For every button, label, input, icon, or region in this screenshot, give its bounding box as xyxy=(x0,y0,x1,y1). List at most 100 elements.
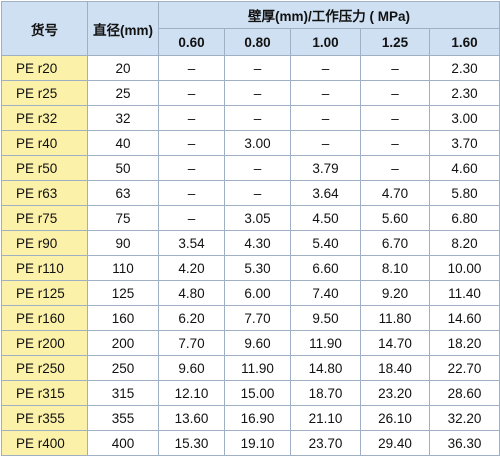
cell-wall-thickness: – xyxy=(360,130,430,156)
cell-wall-thickness: 9.50 xyxy=(290,305,361,331)
table-row: PE r250 250 9.60 11.90 14.80 18.40 22.70 xyxy=(1,355,500,381)
cell-product-code: PE r125 xyxy=(1,280,88,306)
cell-product-code: PE r400 xyxy=(1,430,88,456)
cell-wall-thickness: 7.40 xyxy=(290,280,361,306)
cell-wall-thickness: 4.50 xyxy=(290,205,361,231)
cell-diameter: 75 xyxy=(87,205,159,231)
cell-wall-thickness: – xyxy=(224,55,291,81)
cell-wall-thickness: 11.90 xyxy=(290,330,361,356)
table-row: PE r25 25– – – –2.30 xyxy=(1,80,500,106)
table-row: PE r110 110 4.20 5.30 6.60 8.10 10.00 xyxy=(1,255,500,281)
cell-product-code: PE r20 xyxy=(1,55,88,81)
table-body: PE r20 20– – – –2.30 PE r25 25– – – –2.30 PE r32 32… xyxy=(1,55,500,456)
table-row: PE r400 400 15.30 19.10 23.70 29.40 36.30 xyxy=(1,430,500,456)
cell-wall-thickness: 15.00 xyxy=(224,380,291,406)
cell-wall-thickness: – xyxy=(290,105,361,131)
cell-wall-thickness: 18.20 xyxy=(428,330,500,356)
cell-wall-thickness: 4.30 xyxy=(224,230,291,256)
table-row: PE r315 315 12.10 15.00 18.70 23.20 28.60 xyxy=(1,380,500,406)
cell-wall-thickness: 7.70 xyxy=(224,305,291,331)
cell-wall-thickness: 11.40 xyxy=(428,280,500,306)
cell-wall-thickness: – xyxy=(360,155,430,181)
cell-product-code: PE r90 xyxy=(1,230,88,256)
cell-wall-thickness: – xyxy=(290,80,361,106)
cell-wall-thickness: 5.60 xyxy=(360,205,430,231)
cell-wall-thickness: 15.30 xyxy=(158,430,225,456)
header-pressure: 0.60 xyxy=(158,28,225,56)
cell-wall-thickness: 8.10 xyxy=(360,255,430,281)
cell-product-code: PE r25 xyxy=(1,80,88,106)
cell-wall-thickness: 26.10 xyxy=(360,405,430,431)
header-diameter: 直径(mm) xyxy=(87,1,159,56)
cell-wall-thickness: – xyxy=(360,55,430,81)
cell-wall-thickness: 3.54 xyxy=(158,230,225,256)
cell-diameter: 90 xyxy=(87,230,159,256)
header-code: 货号 xyxy=(1,1,88,56)
table-row: PE r40 40–3.00– –3.70 xyxy=(1,130,500,156)
cell-wall-thickness: – xyxy=(158,155,225,181)
cell-wall-thickness: 18.70 xyxy=(290,380,361,406)
table-row: PE r20 20– – – –2.30 xyxy=(1,55,500,81)
cell-wall-thickness: 11.80 xyxy=(360,305,430,331)
cell-diameter: 32 xyxy=(87,105,159,131)
cell-wall-thickness: 3.05 xyxy=(224,205,291,231)
cell-product-code: PE r250 xyxy=(1,355,88,381)
cell-wall-thickness: 3.00 xyxy=(428,105,500,131)
cell-wall-thickness: – xyxy=(290,130,361,156)
cell-wall-thickness: 6.00 xyxy=(224,280,291,306)
cell-wall-thickness: 28.60 xyxy=(428,380,500,406)
table-row: PE r125 125 4.80 6.00 7.40 9.20 11.40 xyxy=(1,280,500,306)
cell-diameter: 110 xyxy=(87,255,159,281)
cell-product-code: PE r200 xyxy=(1,330,88,356)
cell-wall-thickness: 4.20 xyxy=(158,255,225,281)
table-row: PE r160 160 6.20 7.70 9.50 11.80 14.60 xyxy=(1,305,500,331)
cell-wall-thickness: – xyxy=(290,55,361,81)
cell-wall-thickness: – xyxy=(224,80,291,106)
cell-product-code: PE r160 xyxy=(1,305,88,331)
cell-wall-thickness: 5.80 xyxy=(428,180,500,206)
cell-wall-thickness: – xyxy=(158,205,225,231)
cell-product-code: PE r32 xyxy=(1,105,88,131)
cell-wall-thickness: 6.70 xyxy=(360,230,430,256)
cell-wall-thickness: 9.60 xyxy=(224,330,291,356)
cell-product-code: PE r75 xyxy=(1,205,88,231)
cell-wall-thickness: – xyxy=(158,55,225,81)
cell-wall-thickness: 2.30 xyxy=(428,55,500,81)
cell-diameter: 20 xyxy=(87,55,159,81)
cell-diameter: 400 xyxy=(87,430,159,456)
cell-diameter: 315 xyxy=(87,380,159,406)
cell-wall-thickness: – xyxy=(158,105,225,131)
cell-wall-thickness: 21.10 xyxy=(290,405,361,431)
cell-wall-thickness: – xyxy=(224,180,291,206)
header-pressure: 1.00 xyxy=(290,28,361,56)
cell-diameter: 160 xyxy=(87,305,159,331)
cell-diameter: 63 xyxy=(87,180,159,206)
cell-wall-thickness: – xyxy=(224,105,291,131)
cell-diameter: 40 xyxy=(87,130,159,156)
header-pressure: 1.60 xyxy=(428,28,500,56)
table-row: PE r355 355 13.60 16.90 21.10 26.10 32.20 xyxy=(1,405,500,431)
cell-wall-thickness: 22.70 xyxy=(428,355,500,381)
cell-wall-thickness: 18.40 xyxy=(360,355,430,381)
cell-wall-thickness: 19.10 xyxy=(224,430,291,456)
table-row: PE r200 200 7.70 9.60 11.90 14.70 18.20 xyxy=(1,330,500,356)
cell-wall-thickness: 6.60 xyxy=(290,255,361,281)
cell-wall-thickness: 5.40 xyxy=(290,230,361,256)
header-pressure: 1.25 xyxy=(360,28,430,56)
cell-wall-thickness: 14.70 xyxy=(360,330,430,356)
table-row: PE r63 63– –3.64 4.70 5.80 xyxy=(1,180,500,206)
table-header: 货号 直径(mm) 壁厚(mm)/工作压力 ( MPa) 0.60 0.80 1… xyxy=(1,1,500,56)
cell-product-code: PE r110 xyxy=(1,255,88,281)
cell-wall-thickness: – xyxy=(360,105,430,131)
cell-wall-thickness: 5.30 xyxy=(224,255,291,281)
cell-wall-thickness: – xyxy=(224,155,291,181)
cell-wall-thickness: 6.20 xyxy=(158,305,225,331)
cell-wall-thickness: 3.00 xyxy=(224,130,291,156)
cell-wall-thickness: 4.60 xyxy=(428,155,500,181)
cell-wall-thickness: 16.90 xyxy=(224,405,291,431)
cell-wall-thickness: 14.60 xyxy=(428,305,500,331)
cell-wall-thickness: 12.10 xyxy=(158,380,225,406)
cell-product-code: PE r50 xyxy=(1,155,88,181)
cell-diameter: 125 xyxy=(87,280,159,306)
cell-wall-thickness: 4.80 xyxy=(158,280,225,306)
